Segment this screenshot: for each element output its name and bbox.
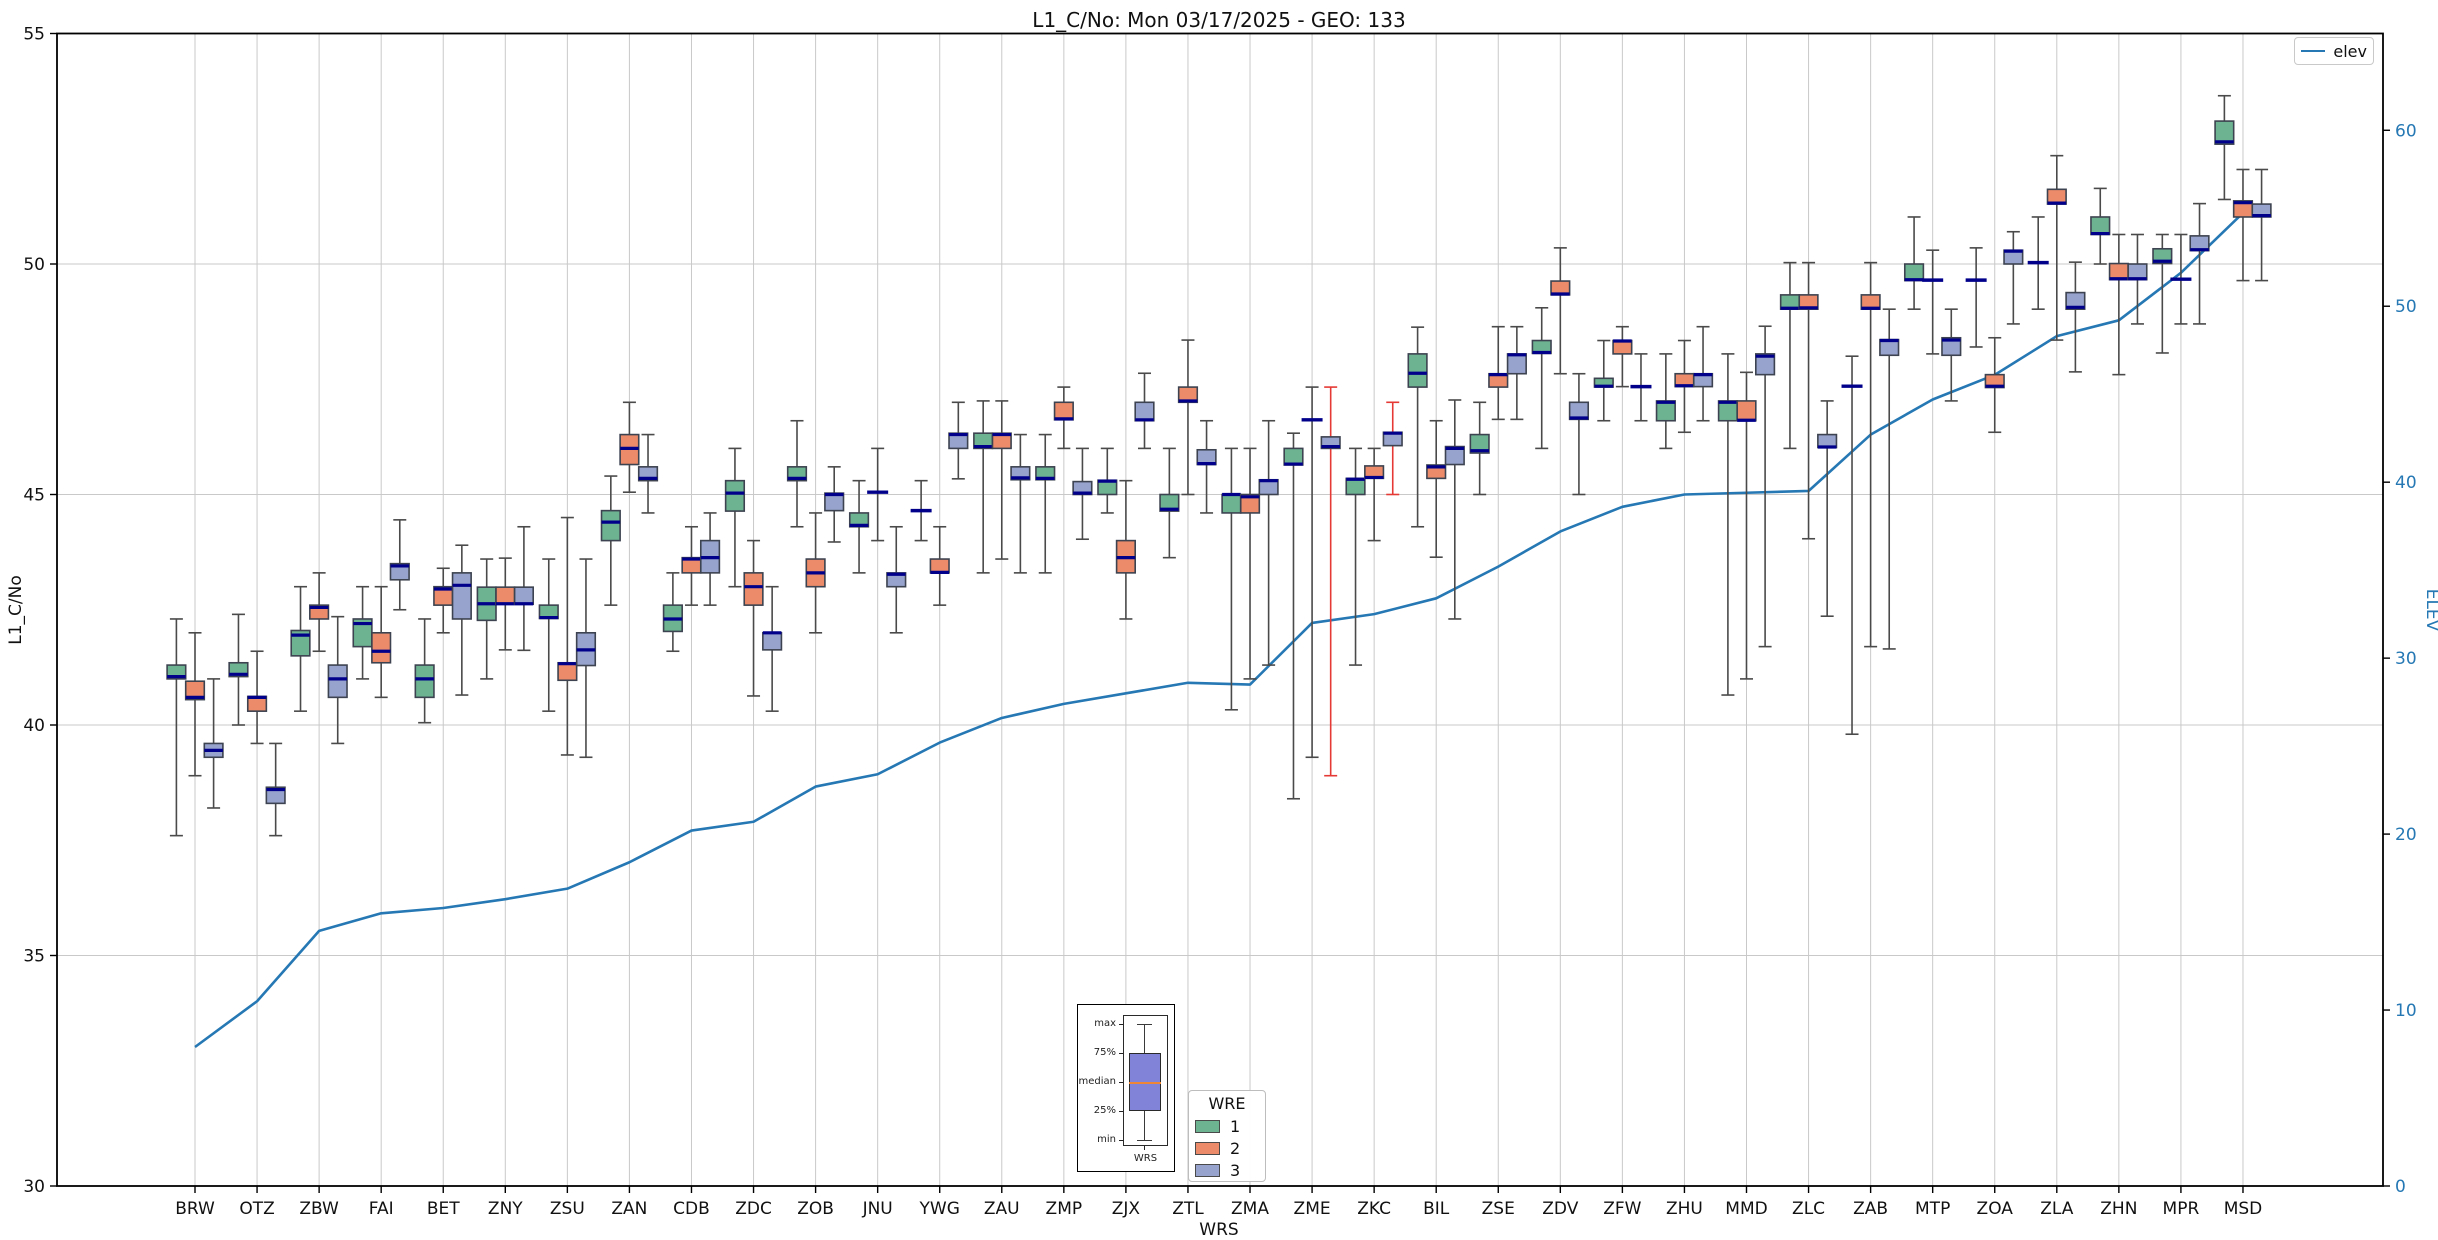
category-tick-label: ZBW xyxy=(299,1199,339,1219)
inset-median-line xyxy=(1129,1082,1161,1085)
wre-legend-item: 1 xyxy=(1195,1115,1259,1137)
category-tick-label: ZJX xyxy=(1112,1199,1141,1219)
left-tick-label: 35 xyxy=(23,947,45,967)
axes-spines xyxy=(56,32,2384,1187)
category-tick-label: BIL xyxy=(1423,1199,1450,1219)
category-tick-label: MPR xyxy=(2163,1199,2200,1219)
boxes-wre3 xyxy=(203,168,2272,837)
inset-x-label: WRS xyxy=(1133,1153,1158,1164)
category-tick-label: MTP xyxy=(1915,1199,1950,1219)
category-tick-label: CDB xyxy=(673,1199,710,1219)
boxes-wre1 xyxy=(166,94,2235,837)
left-tick-label: 55 xyxy=(23,25,45,45)
category-tick-label: ZHN xyxy=(2100,1199,2137,1219)
elev-line-sample-icon xyxy=(2301,50,2326,52)
category-tick-label: JNU xyxy=(862,1199,893,1219)
category-tick-label: ZME xyxy=(1294,1199,1331,1219)
category-tick-label: YWG xyxy=(919,1199,960,1219)
right-tick-label: 20 xyxy=(2395,825,2417,845)
inset-tick xyxy=(1119,1053,1123,1054)
inset-tick xyxy=(1119,1111,1123,1112)
wre2-swatch-icon xyxy=(1195,1141,1220,1155)
category-tick-label: ZSE xyxy=(1482,1199,1515,1219)
inset-min-cap xyxy=(1137,1140,1152,1142)
inset-q3-label: 75% xyxy=(1093,1047,1116,1058)
elev-legend-label: elev xyxy=(2333,41,2367,61)
category-tick-label: BET xyxy=(427,1199,460,1219)
inset-x-tick xyxy=(1144,1146,1145,1150)
bottom-axis-label: WRS xyxy=(1199,1220,1239,1240)
right-axis-label: ELEV xyxy=(2422,588,2438,632)
wre1-label: 1 xyxy=(1230,1116,1241,1136)
wre-legend-title: WRE xyxy=(1208,1094,1246,1113)
left-tick-label: 50 xyxy=(23,255,45,275)
inset-median-label: median xyxy=(1078,1076,1117,1087)
category-tick-label: BRW xyxy=(175,1199,215,1219)
category-tick-label: OTZ xyxy=(239,1199,274,1219)
inset-axes-frame xyxy=(1123,1015,1168,1146)
elev-legend: elev xyxy=(2294,37,2374,65)
category-tick-label: FAI xyxy=(369,1199,394,1219)
left-tick-label: 45 xyxy=(23,486,45,506)
inset-max-label: max xyxy=(1094,1018,1116,1029)
left-tick-label: 40 xyxy=(23,716,45,736)
category-tick-label: ZMA xyxy=(1231,1199,1269,1219)
category-tick-label: ZFW xyxy=(1603,1199,1641,1219)
right-tick-label: 60 xyxy=(2395,121,2417,141)
inset-tick xyxy=(1119,1082,1123,1083)
wre1-swatch-icon xyxy=(1195,1119,1220,1133)
category-tick-label: ZDV xyxy=(1542,1199,1578,1219)
category-tick-label: ZOB xyxy=(797,1199,834,1219)
category-tick-label: ZTL xyxy=(1172,1199,1204,1219)
inset-tick xyxy=(1119,1024,1123,1025)
right-tick-label: 10 xyxy=(2395,1001,2417,1021)
elev-line xyxy=(194,212,2244,1049)
category-tick-label: ZNY xyxy=(488,1199,523,1219)
boxplot-anatomy-inset: max 75% median 25% min WRS xyxy=(1077,1004,1175,1172)
wre3-label: 3 xyxy=(1230,1160,1241,1180)
inset-max-cap xyxy=(1137,1024,1152,1026)
wre-legend-item: 2 xyxy=(1195,1137,1259,1159)
category-tick-label: MMD xyxy=(1725,1199,1767,1219)
category-tick-label: ZAN xyxy=(611,1199,647,1219)
wre-legend-item: 3 xyxy=(1195,1159,1259,1181)
left-tick-label: 30 xyxy=(23,1177,45,1197)
inset-tick xyxy=(1119,1140,1123,1141)
category-tick-label: ZAU xyxy=(984,1199,1020,1219)
wre2-label: 2 xyxy=(1230,1138,1241,1158)
boxes-wre2 xyxy=(184,154,2254,777)
right-tick-label: 30 xyxy=(2395,649,2417,669)
category-tick-label: ZOA xyxy=(1977,1199,2014,1219)
axis-ticks-and-labels: 30 35 40 45 50 55 0 10 20 30 40 50 60 BRW OTZ ZBW FAI BET… xyxy=(23,25,2416,1220)
category-tick-label: ZSU xyxy=(550,1199,585,1219)
category-tick-label: MSD xyxy=(2224,1199,2263,1219)
right-tick-label: 40 xyxy=(2395,473,2417,493)
category-tick-label: ZDC xyxy=(735,1199,772,1219)
category-tick-label: ZMP xyxy=(1046,1199,1083,1219)
left-axis-label: L1_C/No xyxy=(6,575,26,645)
wre-legend: WRE 1 2 3 xyxy=(1188,1090,1266,1182)
category-tick-label: ZHU xyxy=(1666,1199,1703,1219)
category-tick-label: ZLC xyxy=(1792,1199,1825,1219)
category-tick-label: ZKC xyxy=(1357,1199,1391,1219)
wre3-swatch-icon xyxy=(1195,1163,1220,1177)
inset-q1-label: 25% xyxy=(1093,1105,1116,1116)
category-tick-label: ZLA xyxy=(2040,1199,2074,1219)
right-tick-label: 0 xyxy=(2395,1177,2406,1197)
inset-min-label: min xyxy=(1097,1134,1116,1145)
category-tick-label: ZAB xyxy=(1853,1199,1888,1219)
right-tick-label: 50 xyxy=(2395,297,2417,317)
page-title: L1_C/No: Mon 03/17/2025 - GEO: 133 xyxy=(1032,8,1406,32)
